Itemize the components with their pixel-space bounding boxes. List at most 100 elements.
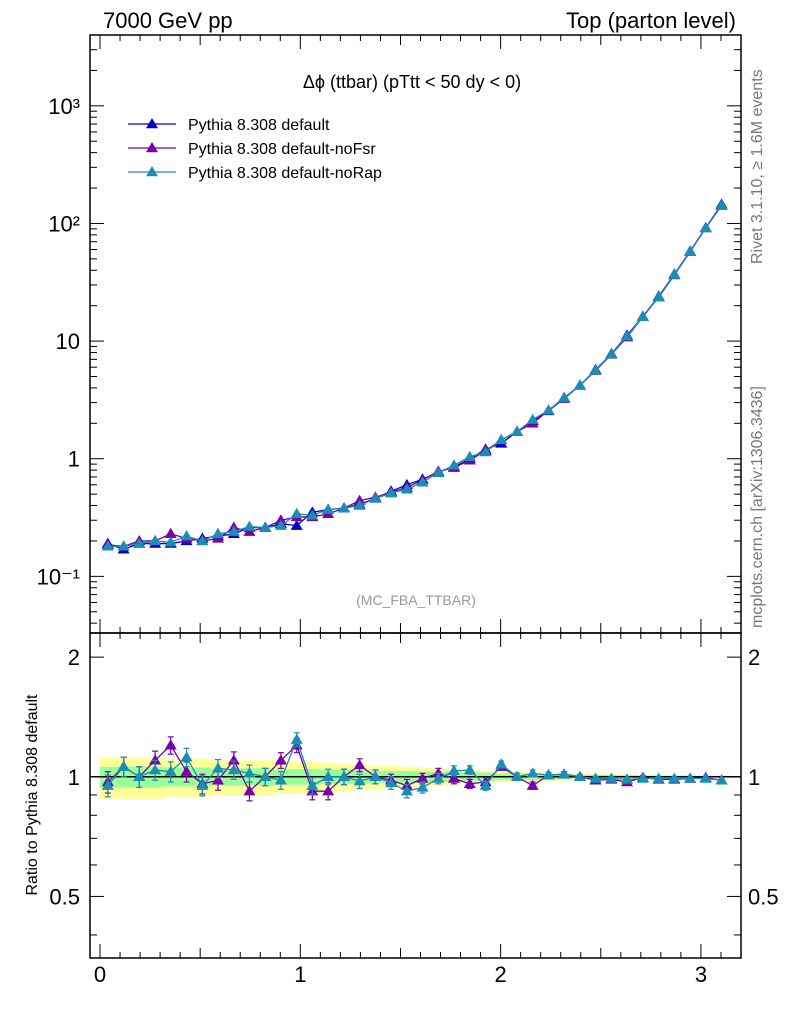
ratio-point-s1	[369, 770, 382, 781]
legend-marker-1	[146, 142, 158, 153]
main-point-s2	[447, 459, 460, 470]
main-series-line-0	[107, 204, 723, 550]
legend-entry-0: Pythia 8.308 default	[188, 117, 330, 134]
ratio-point-s1	[227, 764, 240, 775]
ratio-series-line-1	[107, 737, 722, 792]
ratio-point-s0	[416, 772, 429, 783]
main-point-s2	[180, 530, 193, 541]
rivet-label: Rivet 3.1.10, ≥ 1.6M events	[749, 69, 766, 264]
main-point-s2	[495, 433, 508, 444]
main-point-s2	[636, 310, 649, 321]
ratio-point-s0	[149, 754, 162, 765]
ratio-ytick-label-right: 1	[748, 765, 760, 790]
main-point-s2	[306, 509, 319, 520]
main-ytick-label: 10³	[48, 94, 80, 119]
ratio-point-s1	[101, 779, 114, 790]
main-point-s2	[511, 425, 524, 436]
ratio-point-s0	[227, 754, 240, 765]
ratio-frame	[89, 632, 742, 959]
main-point-s2	[463, 450, 476, 461]
main-point-s2	[101, 540, 114, 551]
main-point-s2	[211, 527, 224, 539]
ratio-point-s0	[463, 777, 476, 789]
main-point-s2	[621, 330, 634, 341]
ratio-point-s1	[243, 767, 256, 778]
ratio-point-s1	[668, 772, 681, 783]
ratio-point-s1	[652, 772, 665, 783]
ratio-xtick-label: 3	[695, 962, 707, 987]
ratio-point-s1	[180, 751, 193, 762]
main-point-s2	[432, 466, 445, 477]
main-point-s2	[227, 525, 240, 536]
ratio-point-s0	[526, 779, 539, 790]
ratio-point-s1	[400, 785, 413, 796]
main-point-s2	[164, 536, 177, 547]
main-point-s2	[668, 268, 681, 279]
ratio-point-s1	[463, 764, 476, 775]
ratio-point-s1	[542, 769, 555, 780]
main-series-line-1	[107, 205, 723, 547]
ratio-point-s1	[196, 779, 209, 790]
ratio-point-s1	[526, 767, 539, 778]
main-point-s2	[400, 483, 413, 494]
ratio-point-s0	[322, 785, 335, 796]
main-ytick-label: 10⁻¹	[37, 564, 80, 589]
main-point-s1	[274, 514, 287, 525]
ratio-point-s0	[447, 772, 460, 783]
ratio-point-s0	[211, 774, 224, 785]
ratio-point-s1	[511, 770, 524, 781]
ratio-point-s1	[133, 770, 146, 781]
main-point-s2	[542, 404, 555, 415]
legend-entry-2: Pythia 8.308 default-noRap	[188, 165, 382, 182]
main-panel: 10⁻¹ 1 10 10² 10³ Δϕ (ttbar) (pTtt < 50 dy <…	[37, 34, 742, 634]
ratio-point-s0	[432, 767, 445, 778]
main-point-s2	[479, 446, 492, 457]
ratio-point-s1	[117, 760, 130, 771]
ratio-series-line-0	[107, 744, 722, 793]
ratio-point-s0	[243, 785, 256, 796]
ratio-ytick-label-right: 2	[748, 645, 760, 670]
watermark: (MC_FBA_TTBAR)	[356, 592, 476, 608]
main-point-s2	[526, 413, 539, 424]
ratio-point-s1	[432, 772, 445, 783]
ratio-ylabel: Ratio to Pythia 8.308 default	[24, 694, 41, 896]
main-point-s2	[149, 534, 162, 546]
ratio-point-s1	[495, 758, 508, 769]
main-point-s2	[243, 520, 256, 531]
main-point-s2	[589, 364, 602, 375]
ratio-point-s1	[259, 770, 272, 781]
ratio-point-s1	[416, 781, 429, 792]
main-point-s2	[416, 476, 429, 487]
ratio-xtick-label: 0	[94, 962, 106, 987]
ratio-point-s1	[385, 776, 398, 788]
ratio-point-s1	[149, 764, 162, 775]
ratio-point-s1	[164, 765, 177, 776]
ratio-point-s1	[621, 773, 634, 784]
legend-marker-2	[146, 166, 158, 177]
main-point-s2	[573, 379, 586, 390]
ratio-point-s0	[274, 754, 287, 765]
main-point-s2	[290, 507, 303, 519]
main-point-s2	[259, 521, 272, 532]
ratio-point-s1	[447, 764, 460, 776]
main-point-s2	[353, 499, 366, 510]
legend-marker-0	[146, 118, 158, 129]
main-point-s2	[133, 537, 146, 548]
ratio-point-s1	[605, 772, 618, 783]
ratio-ytick-label-left: 2	[68, 645, 80, 670]
ratio-point-s1	[337, 770, 350, 781]
ratio-point-s1	[479, 779, 492, 790]
ratio-point-s1	[558, 768, 571, 779]
ratio-point-s0	[180, 765, 193, 776]
ratio-ytick-label-right: 0.5	[748, 884, 779, 909]
ratio-point-s1	[589, 772, 602, 783]
ratio-ytick-label-left: 1	[68, 765, 80, 790]
ratio-ytick-label-left: 0.5	[49, 884, 80, 909]
main-point-s2	[196, 534, 209, 546]
main-point-s2	[117, 540, 130, 551]
ratio-point-s1	[353, 775, 366, 786]
ratio-point-s1	[274, 774, 287, 785]
main-point-s2	[385, 487, 398, 498]
main-ytick-label: 1	[68, 447, 80, 472]
